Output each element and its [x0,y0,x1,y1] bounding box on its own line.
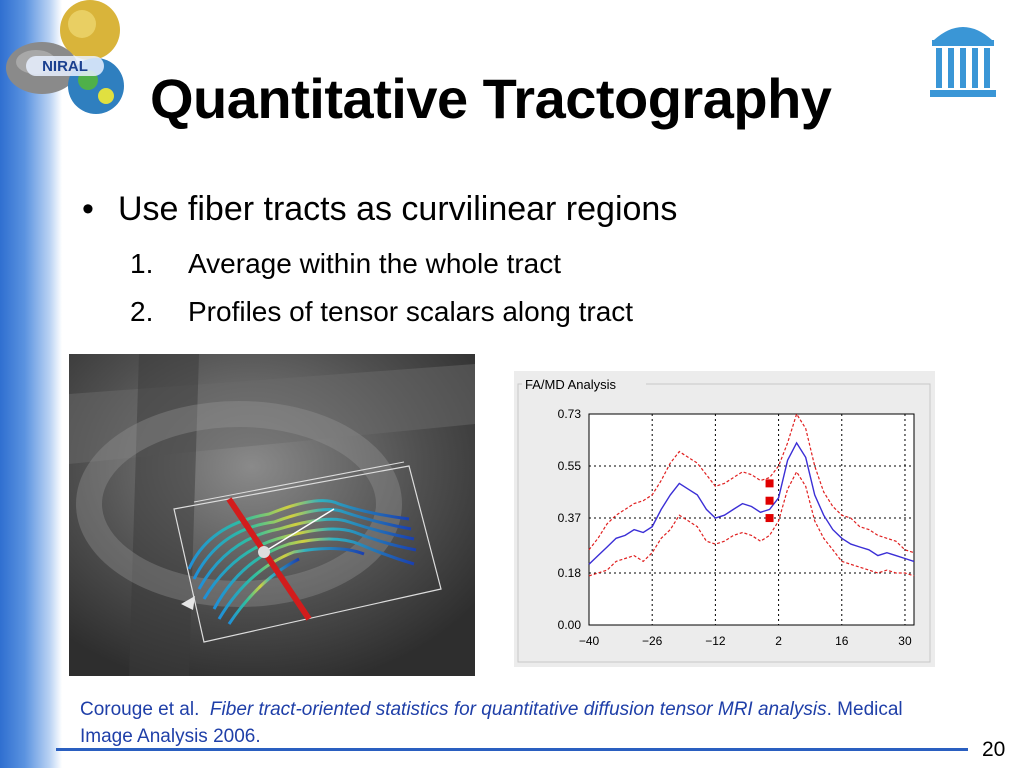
unc-old-well-logo [930,27,996,97]
x-tick-label: 30 [898,634,912,648]
y-tick-label: 0.00 [558,618,582,632]
citation-title: Fiber tract-oriented statistics for quan… [209,699,827,720]
bullet-marker: • [82,190,94,228]
sub-item-1-number: 1. [130,248,154,279]
y-tick-label: 0.55 [558,459,582,473]
x-tick-label: 2 [775,634,782,648]
niral-logo-text: NIRAL [42,58,88,75]
data-marker [765,479,774,488]
side-gradient-band [0,0,62,768]
x-tick-labels: −40 −26 −12 2 16 30 [579,634,912,648]
slide-title: Quantitative Tractography [150,67,832,130]
sub-item-1-text: Average within the whole tract [188,248,562,279]
markers [765,479,774,523]
y-tick-label: 0.73 [558,407,582,421]
sub-item-2: 2. Profiles of tensor scalars along tract [130,296,633,328]
citation-authors: Corouge et al. [80,699,200,720]
x-tick-label: −12 [705,634,726,648]
plot-area [588,413,915,626]
x-tick-label: −26 [642,634,663,648]
series-line-lower [588,470,915,577]
y-tick-labels: 0.00 0.18 0.37 0.55 0.73 [558,407,582,632]
y-tick-label: 0.18 [558,566,582,580]
data-marker [765,514,774,523]
fa-md-analysis-panel: FA/MD Analysis 0.00 0.18 0.37 0.55 0.73 −40−… [514,371,935,667]
sub-item-1: 1. Average within the whole tract [130,248,561,280]
data-marker [765,496,774,505]
series-line-mean [588,441,915,565]
x-tick-label: 16 [835,634,849,648]
niral-logo: NIRAL [6,0,124,114]
footer-line [56,748,968,751]
slide-number: 20 [982,738,1006,761]
series-lines [588,412,915,577]
sub-item-2-text: Profiles of tensor scalars along tract [188,296,634,327]
fiber-tract-rendering [69,354,475,676]
series-line-upper [588,412,915,554]
x-tick-label: −40 [579,634,600,648]
bullet-main: • Use fiber tracts as curvilinear regions [82,190,677,229]
chart-title: FA/MD Analysis [525,377,617,392]
group-box-frame [517,383,931,663]
y-tick-label: 0.37 [558,511,582,525]
bullet-text: Use fiber tracts as curvilinear regions [118,190,678,228]
sub-item-2-number: 2. [130,296,154,327]
fa-md-chart: FA/MD Analysis 0.000.180.370.550.73 −40−… [517,376,931,663]
citation: Corouge et al. Fiber tract-oriented stat… [80,696,960,750]
citation-rest: . Medical Image Analysis 2006. [80,699,903,747]
